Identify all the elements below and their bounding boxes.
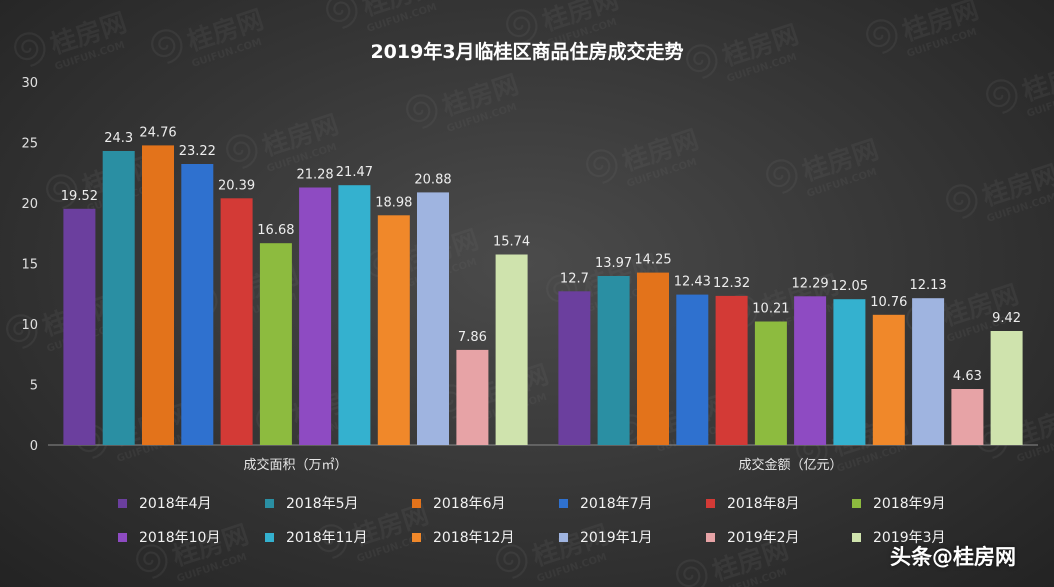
y-tick-label: 0 <box>30 439 38 454</box>
y-tick-label: 15 <box>21 258 38 273</box>
data-label: 12.13 <box>909 278 946 293</box>
bar <box>259 243 292 445</box>
bar <box>456 349 489 445</box>
bar <box>495 254 528 445</box>
data-label: 18.98 <box>375 195 412 210</box>
bar <box>872 314 905 445</box>
data-label: 13.97 <box>595 256 632 271</box>
bar <box>754 321 787 445</box>
bar <box>377 215 410 445</box>
bar <box>220 198 253 445</box>
bar <box>102 151 135 445</box>
bar <box>990 331 1023 445</box>
data-label: 12.32 <box>713 276 750 291</box>
data-label: 12.29 <box>791 276 828 291</box>
y-tick-label: 20 <box>21 197 38 212</box>
bar <box>637 272 669 445</box>
bar <box>338 185 371 445</box>
y-tick-label: 30 <box>21 76 38 91</box>
bar <box>794 296 827 445</box>
y-tick-label: 5 <box>30 379 38 394</box>
bar <box>63 208 96 445</box>
bar <box>951 389 984 445</box>
y-tick-label: 10 <box>21 318 38 333</box>
data-label: 10.21 <box>752 302 789 317</box>
bar <box>597 276 630 445</box>
bar <box>912 298 945 445</box>
bar <box>676 294 709 445</box>
y-tick-label: 25 <box>21 137 38 152</box>
x-category-label: 成交金额（亿元） <box>738 457 842 473</box>
data-label: 24.3 <box>104 131 133 146</box>
data-label: 20.39 <box>218 178 255 193</box>
bar <box>299 187 332 445</box>
data-label: 12.7 <box>560 271 589 286</box>
x-category-label: 成交面积（万㎡） <box>243 457 347 473</box>
data-label: 15.74 <box>493 235 530 250</box>
data-label: 20.88 <box>414 172 451 187</box>
bar <box>833 299 866 445</box>
data-label: 12.43 <box>674 275 711 290</box>
bar <box>417 192 449 445</box>
bar <box>181 164 214 445</box>
data-label: 21.47 <box>336 165 373 180</box>
bar <box>715 295 748 445</box>
data-label: 7.86 <box>458 330 487 345</box>
data-label: 9.42 <box>992 311 1021 326</box>
data-label: 4.63 <box>953 369 982 384</box>
data-label: 10.76 <box>870 295 907 310</box>
data-label: 16.68 <box>257 223 294 238</box>
chart-title: 2019年3月临桂区商品住房成交走势 <box>370 41 684 63</box>
bar <box>558 291 591 445</box>
data-label: 24.76 <box>139 125 176 140</box>
source-credit: 头条@桂房网 <box>890 545 1016 569</box>
data-label: 23.22 <box>179 144 216 159</box>
data-label: 12.05 <box>831 279 868 294</box>
bar <box>142 145 174 445</box>
data-label: 21.28 <box>296 168 333 183</box>
data-label: 19.52 <box>61 189 98 204</box>
data-label: 14.25 <box>634 253 671 268</box>
